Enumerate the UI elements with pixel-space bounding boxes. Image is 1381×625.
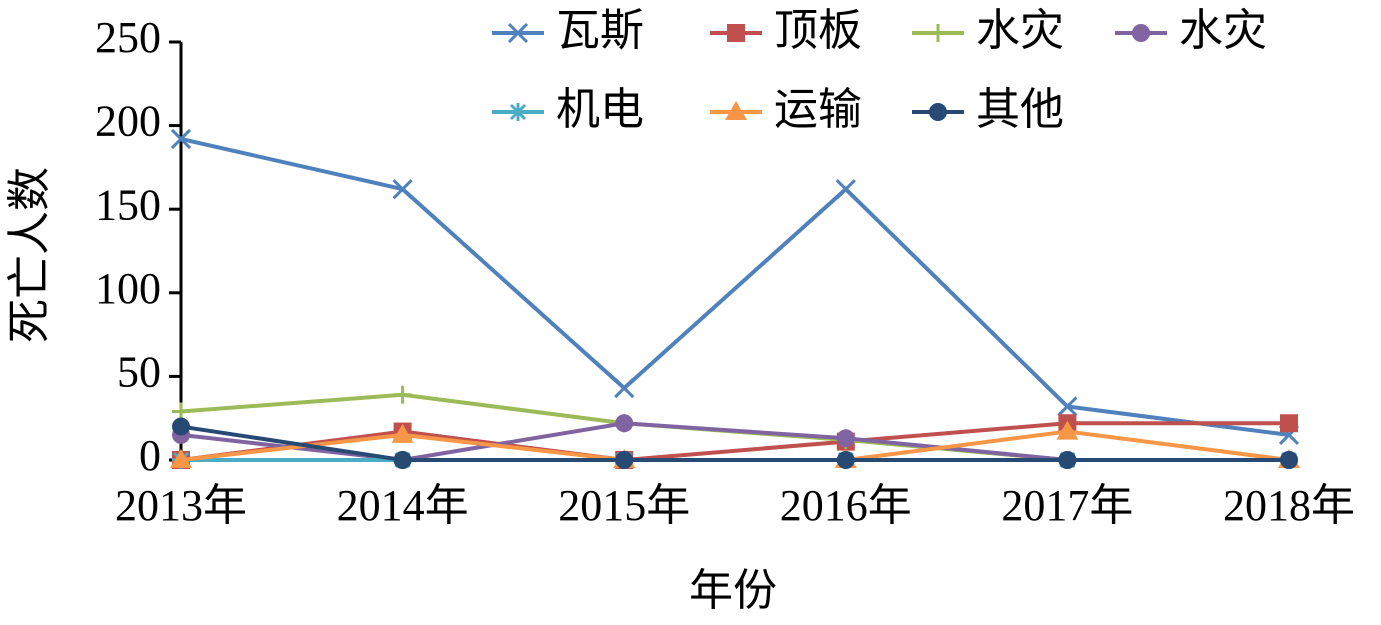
legend-item: 水灾 (912, 6, 1064, 55)
marker-shape (1056, 420, 1079, 440)
marker-shape (170, 128, 192, 150)
series-line (180, 421, 1289, 463)
marker-shape (170, 449, 192, 468)
legend-item: 瓦斯 (492, 6, 644, 55)
marker (836, 429, 855, 448)
y-tick-label: 50 (117, 347, 161, 396)
marker-shape (393, 385, 412, 404)
y-tick-label: 150 (95, 180, 161, 229)
legend-item: 机电 (492, 85, 644, 134)
marker (1058, 451, 1077, 469)
marker (170, 128, 192, 150)
x-axis-label: 年份 (689, 566, 777, 615)
marker (1132, 24, 1150, 42)
marker (836, 451, 855, 469)
marker (725, 101, 747, 120)
legend-item: 其他 (912, 85, 1064, 134)
legend-item: 水灾 (1115, 6, 1267, 55)
marker (615, 414, 634, 433)
legend-label: 其他 (976, 85, 1064, 134)
marker-shape (614, 378, 635, 399)
marker-shape (392, 179, 413, 200)
marker-shape (1058, 451, 1077, 469)
marker (509, 103, 527, 121)
marker (1280, 414, 1298, 433)
marker-shape (835, 179, 856, 200)
marker (507, 22, 529, 44)
marker (615, 451, 634, 469)
marker-shape (1280, 451, 1298, 469)
y-tick-label: 200 (95, 97, 161, 146)
marker (929, 103, 947, 121)
marker-shape (929, 103, 947, 121)
marker-shape (1280, 414, 1298, 433)
x-tick-label: 2013年 (115, 481, 247, 530)
x-tick-label: 2018年 (1223, 481, 1355, 530)
y-tick-label: 0 (139, 431, 161, 480)
marker (1056, 420, 1079, 440)
marker-shape (615, 451, 634, 469)
marker-shape (509, 103, 527, 121)
legend-label: 运输 (774, 85, 862, 134)
marker (392, 179, 413, 200)
legend-label: 水灾 (976, 6, 1064, 55)
marker-shape (836, 451, 855, 469)
x-tick-label: 2015年 (558, 481, 690, 530)
legend-label: 机电 (556, 85, 644, 134)
marker-shape (929, 24, 947, 42)
legend-label: 水灾 (1179, 6, 1267, 55)
marker (172, 402, 190, 421)
series-line (180, 137, 1290, 437)
marker-shape (172, 417, 190, 436)
marker (929, 24, 947, 42)
series-line (180, 424, 1289, 462)
marker-shape (1057, 396, 1078, 417)
marker-shape (172, 402, 190, 421)
marker-shape (393, 451, 412, 469)
y-tick-label: 250 (95, 13, 161, 62)
marker (393, 451, 412, 469)
y-tick-label: 100 (95, 264, 161, 313)
marker (1280, 451, 1298, 469)
x-tick-label: 2017年 (1001, 481, 1133, 530)
legend-item: 运输 (710, 85, 862, 134)
legend-label: 顶板 (774, 6, 862, 55)
x-tick-label: 2014年 (337, 481, 469, 530)
y-axis-label: 死亡人数 (5, 167, 54, 343)
marker-shape (727, 24, 745, 42)
marker (170, 449, 192, 468)
marker-shape (391, 423, 414, 443)
marker-shape (615, 414, 634, 433)
marker-shape (836, 429, 855, 448)
marker-shape (1132, 24, 1150, 42)
marker (835, 179, 856, 200)
marker (172, 417, 190, 436)
marker (391, 423, 414, 443)
marker (614, 378, 635, 399)
legend-item: 顶板 (710, 6, 862, 55)
marker (393, 385, 412, 404)
x-tick-label: 2016年 (780, 481, 912, 530)
marker-shape (725, 101, 747, 120)
marker-shape (507, 22, 529, 44)
marker (1057, 396, 1078, 417)
legend-label: 瓦斯 (556, 6, 644, 55)
marker (727, 24, 745, 42)
